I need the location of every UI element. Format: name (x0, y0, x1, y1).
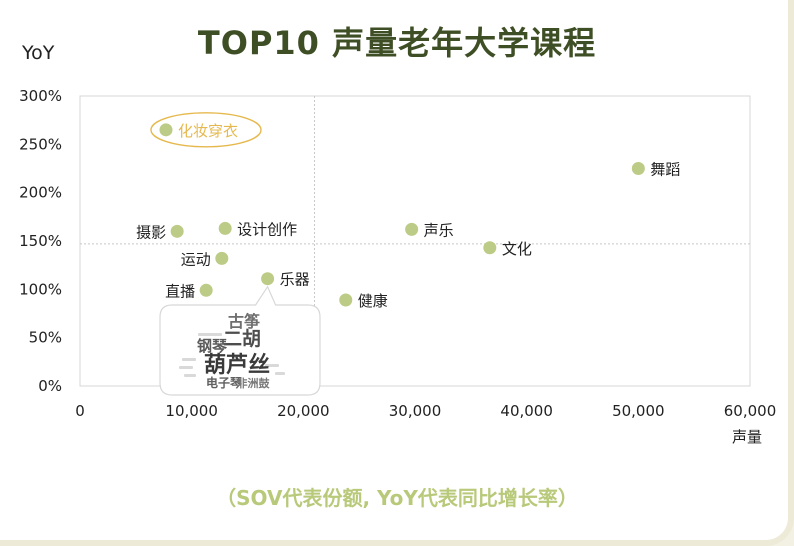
wordcloud-word: 二胡 (223, 328, 261, 350)
data-point-label: 声乐 (424, 221, 454, 239)
highlight-oval (150, 112, 262, 148)
wordcloud-word: 非洲鼓 (237, 376, 271, 390)
y-tick-label: 300% (19, 87, 62, 105)
x-tick-label: 60,000 (724, 402, 777, 420)
data-point-label: 文化 (502, 240, 532, 258)
x-tick-label: 40,000 (500, 402, 553, 420)
data-point-label: 摄影 (136, 223, 166, 241)
wordcloud-faint-word (182, 358, 196, 361)
y-tick-label: 250% (19, 135, 62, 153)
data-point-label: 舞蹈 (650, 161, 680, 179)
data-point-label: 乐器 (280, 271, 310, 289)
x-axis-label: 声量 (732, 428, 763, 446)
wordcloud-faint-word (265, 364, 279, 367)
data-point-label: 化妆穿衣 (178, 122, 238, 140)
wordcloud-word: 钢琴 (197, 337, 228, 355)
plot-frame (79, 95, 751, 387)
y-tick-label: 50% (29, 329, 62, 347)
wordcloud-faint-word (184, 374, 196, 377)
y-tick-label: 0% (38, 377, 62, 395)
data-point (159, 123, 173, 137)
footnote: （SOV代表份额, YoY代表同比增长率） (216, 486, 578, 510)
x-tick-label: 10,000 (165, 402, 218, 420)
data-point-label: 直播 (165, 282, 195, 300)
data-point (631, 162, 645, 175)
data-point-label: 设计创作 (237, 220, 297, 238)
wordcloud-word: 电子琴 (206, 375, 243, 390)
x-tick-label: 20,000 (277, 402, 330, 420)
chart-title: TOP10 声量老年大学课程 (197, 24, 597, 62)
wordcloud-callout (159, 285, 321, 396)
data-point (199, 283, 213, 297)
y-tick-label: 100% (19, 280, 62, 298)
wordcloud-faint-word (198, 333, 222, 336)
x-tick-label: 30,000 (389, 402, 442, 420)
x-tick-label: 50,000 (612, 402, 665, 420)
y-tick-label: 200% (19, 184, 62, 202)
data-point (483, 241, 497, 255)
wordcloud-faint-word (275, 372, 285, 375)
y-axis-label: YoY (22, 42, 55, 64)
wordcloud-faint-word (179, 366, 193, 369)
data-point (339, 293, 353, 307)
data-point (261, 272, 275, 286)
data-point-label: 健康 (358, 292, 388, 310)
wordcloud-word: 古筝 (228, 312, 260, 331)
y-tick-label: 150% (19, 232, 62, 250)
data-point (218, 221, 232, 235)
data-point (170, 224, 184, 238)
wordcloud-word: 葫芦丝 (204, 352, 270, 378)
data-point (405, 222, 419, 236)
data-point-label: 运动 (181, 250, 211, 268)
data-point (215, 251, 229, 265)
x-tick-label: 0 (75, 402, 85, 420)
